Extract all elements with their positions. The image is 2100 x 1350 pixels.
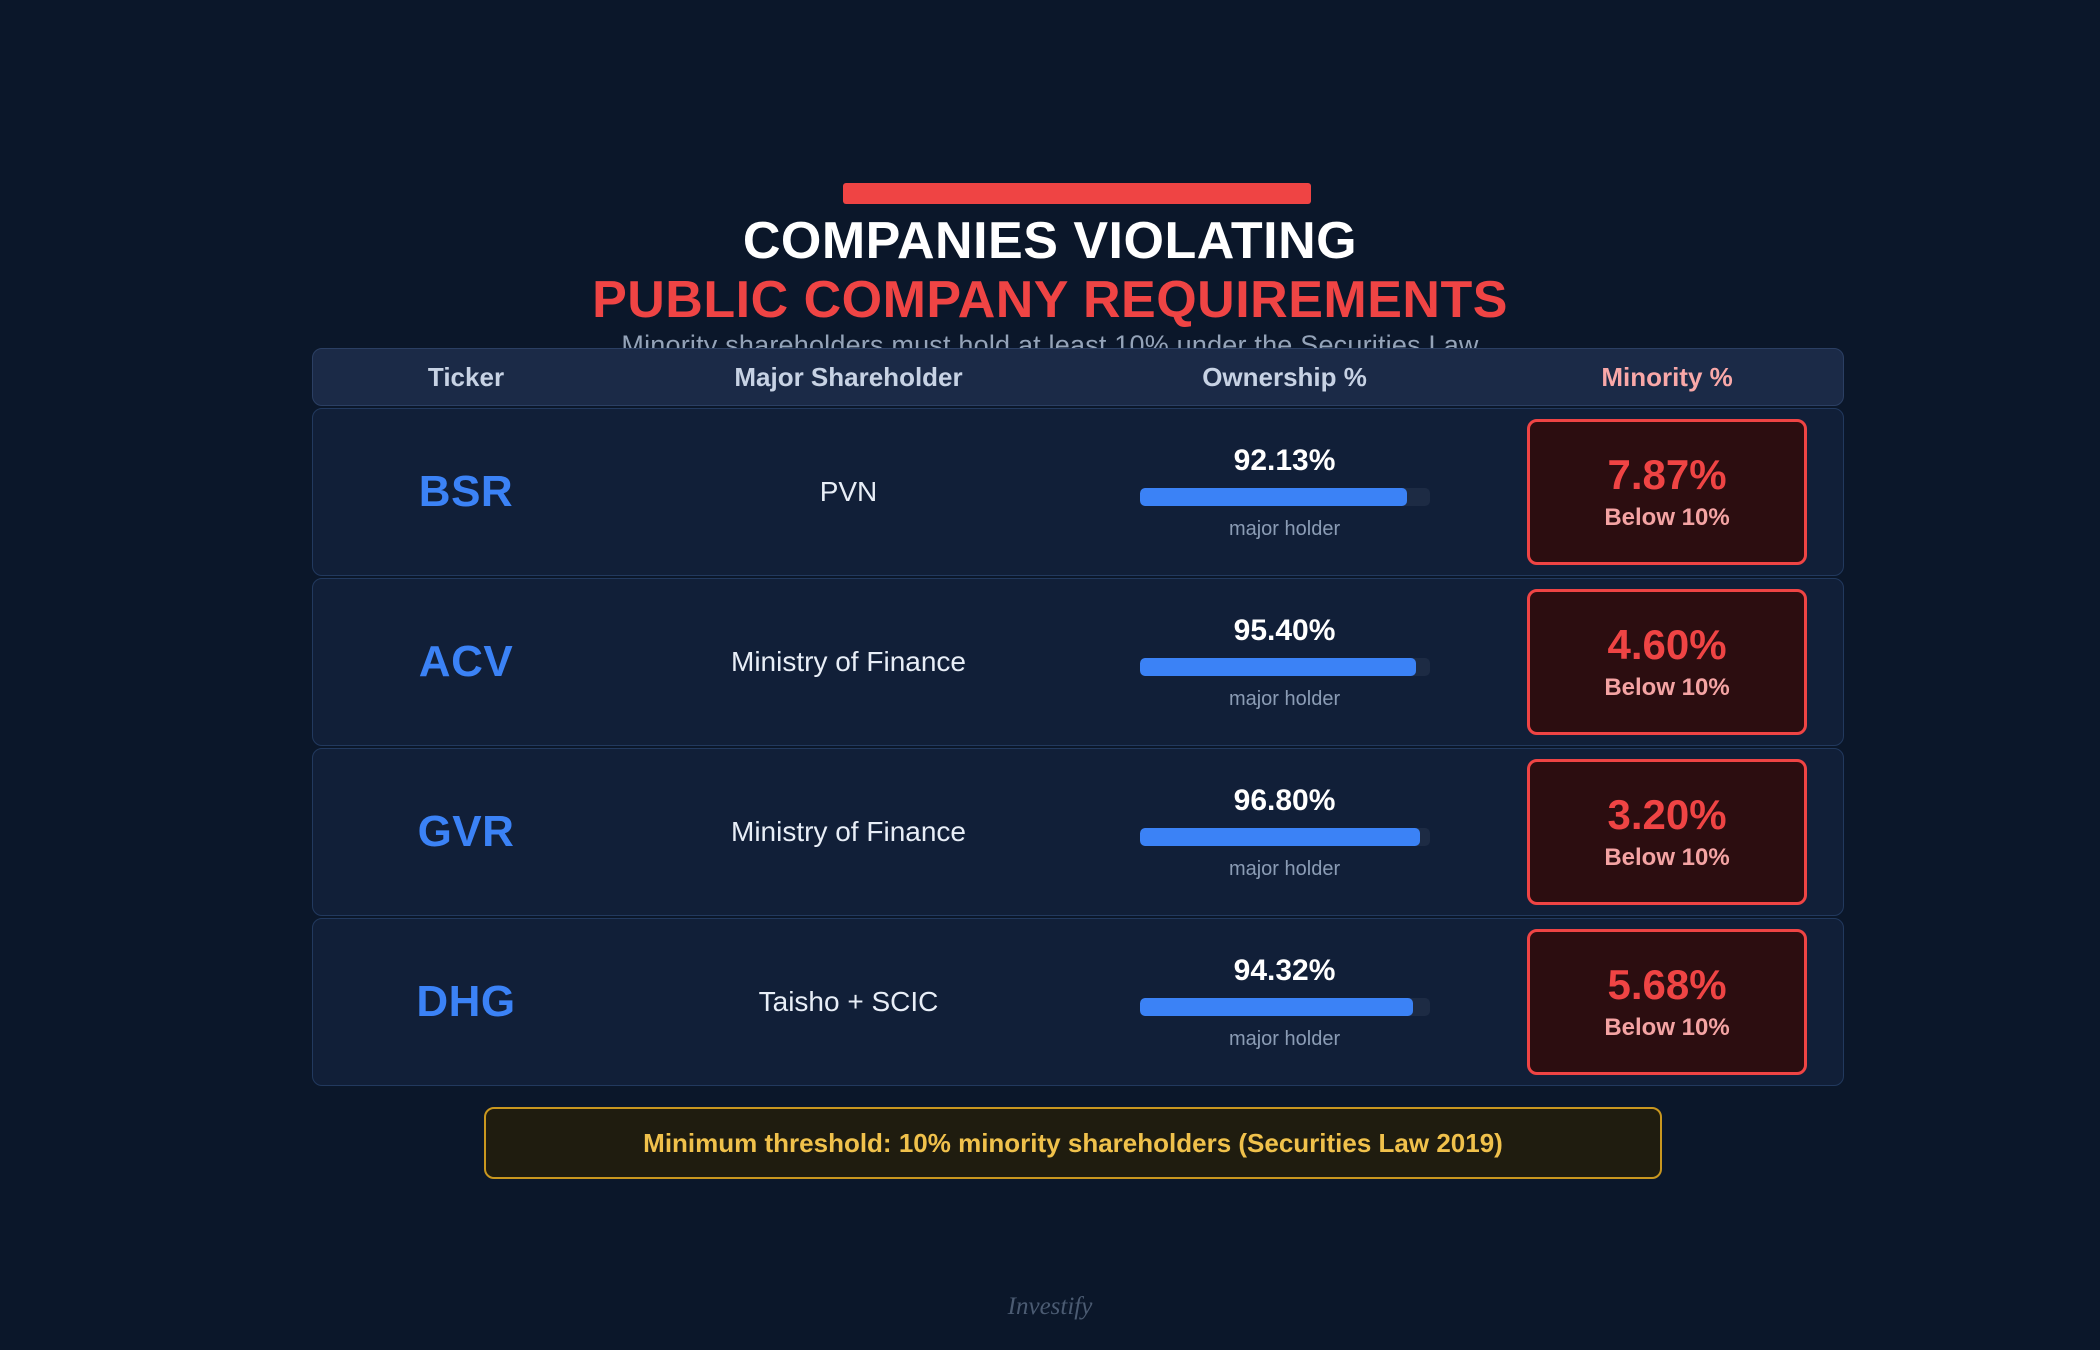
cell-ownership: 95.40% major holder [1078,614,1491,711]
ownership-bar-fill [1139,827,1421,846]
column-header-shareholder: Major Shareholder [734,361,963,392]
title-accent-bar [843,183,1311,204]
watermark: Investify [1007,1293,1093,1320]
minority-percent: 3.20% [1607,790,1727,838]
table-row[interactable]: BSR PVN 92.13% major holder 7.87% Below … [312,408,1844,576]
minority-percent: 5.68% [1607,960,1727,1008]
ownership-bar-track [1139,487,1430,506]
minority-note: Below 10% [1604,504,1730,532]
column-header-ticker: Ticker [427,361,505,392]
ownership-bar-caption: major holder [1228,687,1341,710]
table-row[interactable]: GVR Ministry of Finance 96.80% major hol… [312,748,1844,916]
threshold-note-text: Minimum threshold: 10% minority sharehol… [643,1127,1503,1158]
status-badge: 3.20% Below 10% [1527,759,1808,905]
shareholder-name: Taisho + SCIC [758,986,939,1017]
ownership-bar-track [1139,827,1430,846]
status-badge: 5.68% Below 10% [1527,929,1808,1075]
ownership-bar-caption: major holder [1228,857,1341,880]
column-header-ownership: Ownership % [1202,361,1367,392]
table-header-row: Ticker Major Shareholder Ownership % Min… [312,348,1844,406]
shareholder-name: Ministry of Finance [731,816,966,847]
ticker-symbol: BSR [418,467,514,516]
ticker-symbol: ACV [418,637,514,686]
ticker-symbol: DHG [416,977,516,1026]
ownership-bar-caption: major holder [1228,517,1341,540]
cell-ownership: 94.32% major holder [1078,954,1491,1051]
shareholder-name: PVN [819,476,878,507]
ownership-percent: 96.80% [1233,783,1336,817]
cell-minority: 7.87% Below 10% [1491,419,1843,565]
table-row[interactable]: DHG Taisho + SCIC 94.32% major holder 5.… [312,918,1844,1086]
cell-shareholder: Ministry of Finance [619,816,1078,848]
cell-shareholder: Taisho + SCIC [619,986,1078,1018]
cell-ownership: 96.80% major holder [1078,784,1491,881]
table-row[interactable]: ACV Ministry of Finance 95.40% major hol… [312,578,1844,746]
cell-minority: 3.20% Below 10% [1491,759,1843,905]
ownership-bar-fill [1139,487,1407,506]
cell-ticker: ACV [313,637,619,687]
status-badge: 4.60% Below 10% [1527,589,1808,735]
column-header-minority: Minority % [1601,361,1733,392]
ownership-percent: 92.13% [1233,443,1336,477]
ownership-bar-caption: major holder [1228,1027,1341,1050]
ownership-percent: 94.32% [1233,953,1336,987]
minority-note: Below 10% [1604,674,1730,702]
cell-shareholder: PVN [619,476,1078,508]
title-line-secondary: PUBLIC COMPANY REQUIREMENTS [592,270,1508,329]
cell-minority: 5.68% Below 10% [1491,929,1843,1075]
minority-percent: 4.60% [1607,620,1727,668]
cell-ownership: 92.13% major holder [1078,444,1491,541]
violations-table: Ticker Major Shareholder Ownership % Min… [312,348,1844,1086]
ownership-percent: 95.40% [1233,613,1336,647]
title-line-primary: COMPANIES VIOLATING [742,212,1358,270]
ownership-bar-fill [1139,657,1417,676]
cell-minority: 4.60% Below 10% [1491,589,1843,735]
threshold-note: Minimum threshold: 10% minority sharehol… [484,1107,1662,1179]
ownership-bar-fill [1139,997,1414,1016]
cell-ticker: DHG [313,977,619,1027]
cell-ticker: BSR [313,467,619,517]
minority-note: Below 10% [1604,844,1730,872]
minority-note: Below 10% [1604,1014,1730,1042]
ticker-symbol: GVR [417,807,515,856]
page-title: COMPANIES VIOLATING PUBLIC COMPANY REQUI… [0,212,2100,330]
ownership-bar-track [1139,657,1430,676]
cell-shareholder: Ministry of Finance [619,646,1078,678]
cell-ticker: GVR [313,807,619,857]
minority-percent: 7.87% [1607,450,1727,498]
ownership-bar-track [1139,997,1430,1016]
status-badge: 7.87% Below 10% [1527,419,1808,565]
shareholder-name: Ministry of Finance [731,646,966,677]
